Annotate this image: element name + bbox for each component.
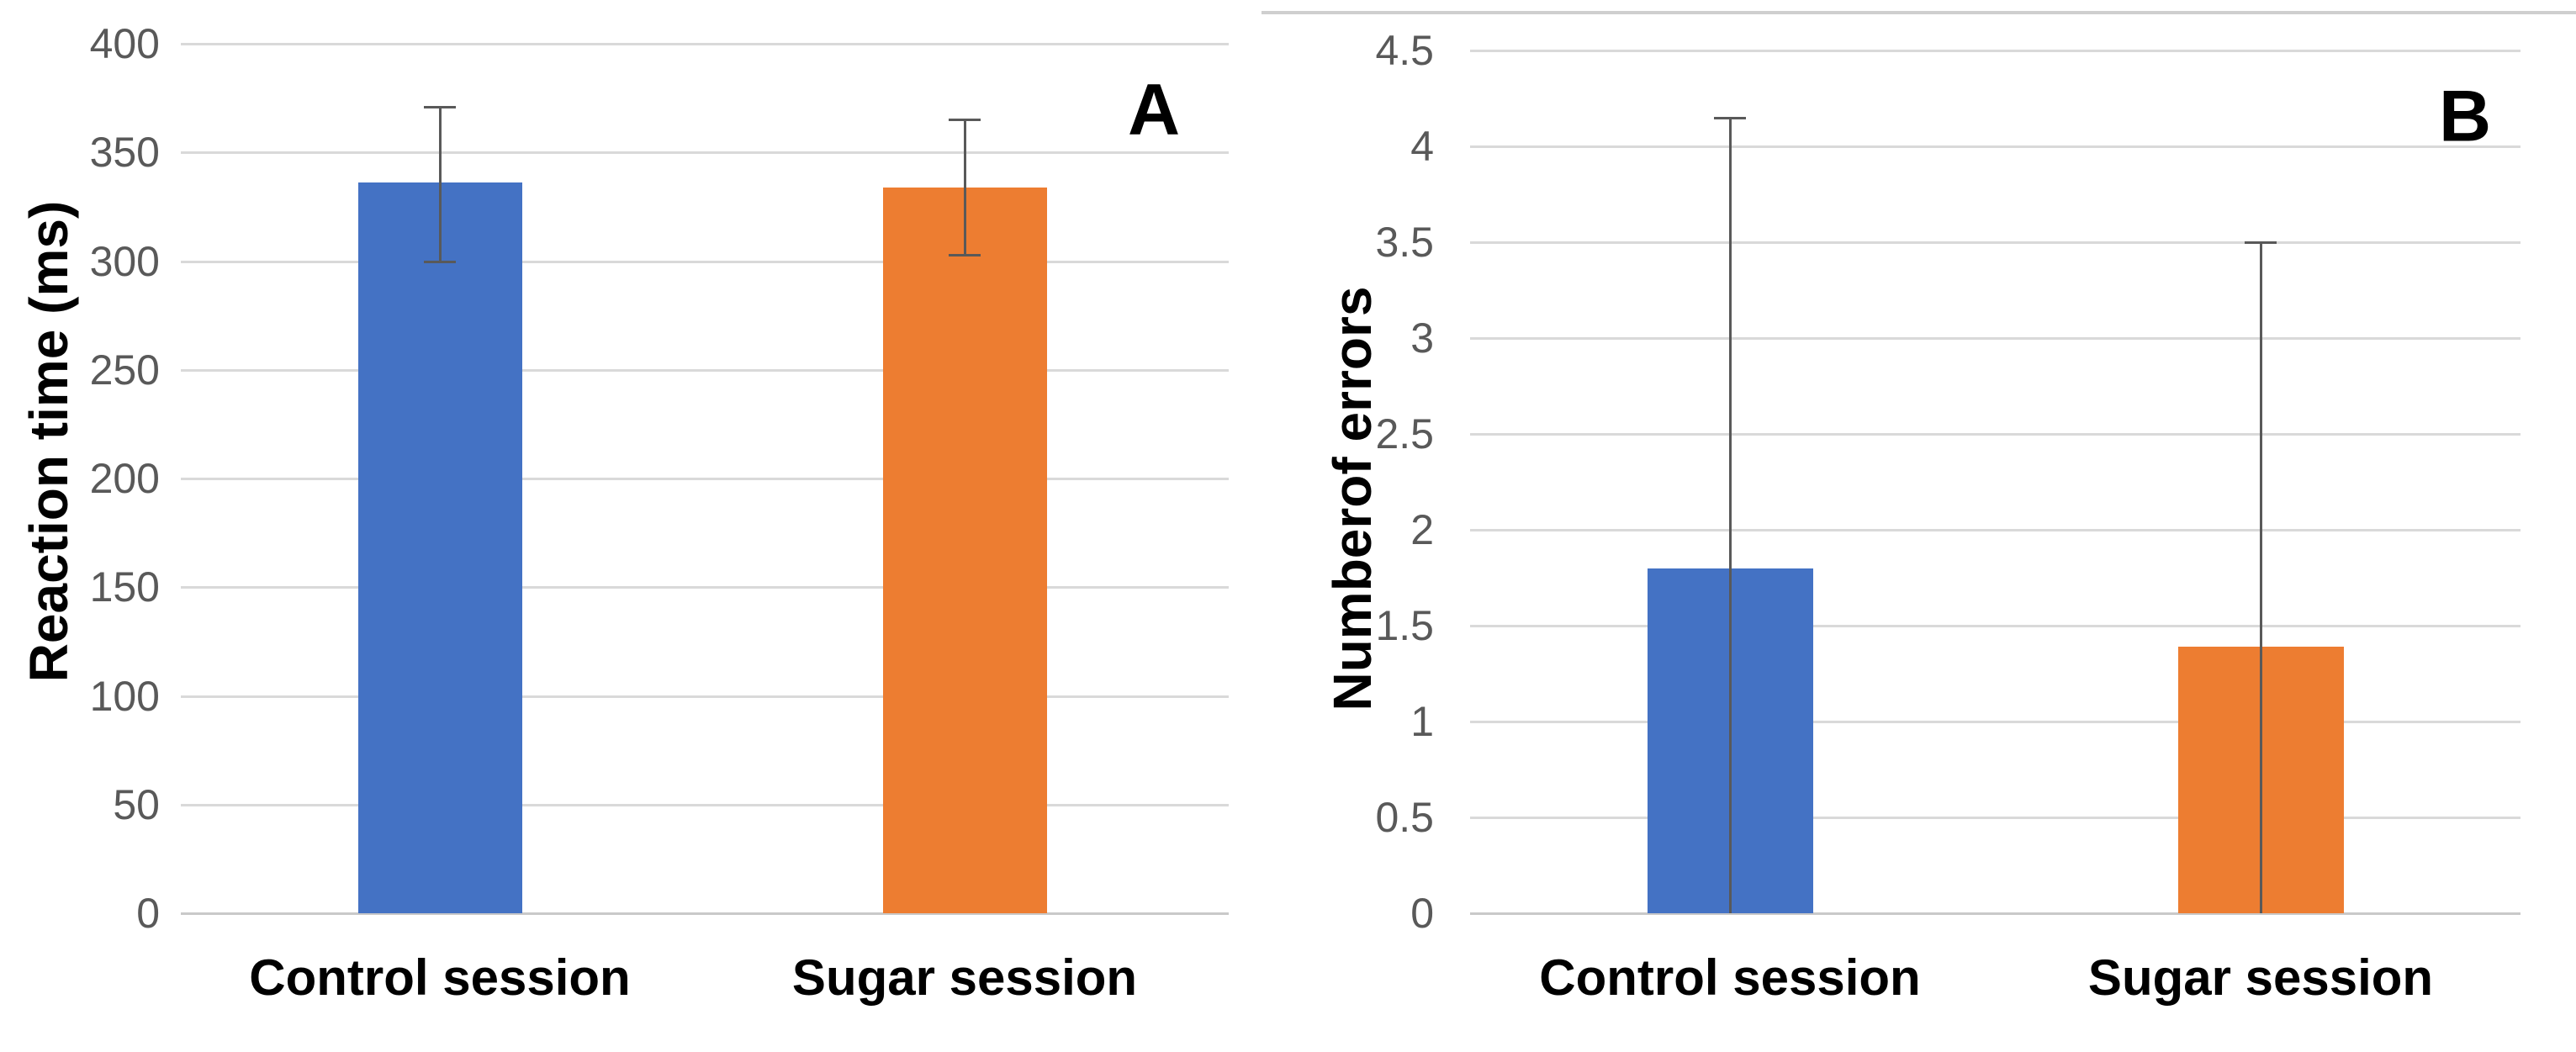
gridline-y-250: [181, 368, 1229, 372]
error-bar-cap-top: [1714, 116, 1746, 119]
gridline-y-200: [181, 478, 1229, 480]
y-tick-label: 400: [89, 20, 160, 67]
x-category-label: Control session: [1539, 949, 1921, 1006]
gridline-y-0: [181, 912, 1229, 915]
error-bar-cap-top: [949, 119, 981, 122]
gridline-y-400: [181, 43, 1229, 45]
error-bar-line: [1728, 117, 1732, 913]
y-tick-label: 4.5: [1375, 27, 1434, 74]
y-tick-label: 0.5: [1375, 794, 1434, 841]
gridline-y-2.5: [1470, 433, 2520, 436]
gridline-y-300: [181, 260, 1229, 263]
error-bar-cap-bottom: [424, 260, 456, 263]
y-tick-label: 4: [1410, 123, 1434, 170]
gridline-y-0: [1470, 912, 2520, 915]
error-bar-line: [438, 106, 442, 262]
gridline-y-4: [1470, 145, 2520, 148]
y-tick-label: 300: [89, 237, 160, 285]
bar-control-session: [357, 182, 522, 913]
x-category-label: Sugar session: [791, 949, 1138, 1006]
y-tick-label: 100: [89, 672, 160, 720]
gridline-y-350: [181, 151, 1229, 155]
y-tick-label: 2: [1410, 506, 1434, 553]
error-bar-line: [2259, 242, 2262, 913]
y-tick-label: 150: [89, 563, 160, 611]
error-bar-cap-top: [2245, 241, 2277, 244]
gridline-y-3: [1470, 337, 2520, 340]
gridline-y-50: [181, 803, 1229, 806]
gridline-y-100: [181, 695, 1229, 698]
gridline-y-4.5: [1470, 50, 2520, 52]
panel-b-top-border: [1262, 11, 2576, 14]
gridline-y-1: [1470, 721, 2520, 723]
y-tick-label: 250: [89, 346, 160, 394]
y-tick-label: 350: [89, 129, 160, 177]
gridline-y-3.5: [1470, 241, 2520, 244]
y-tick-label: 1: [1410, 698, 1434, 745]
y-tick-label: 0: [136, 890, 160, 937]
y-tick-label: 0: [1410, 890, 1434, 937]
panel-b-letter: B: [2438, 76, 2492, 157]
gridline-y-0.5: [1470, 817, 2520, 819]
error-bar-cap-top: [424, 105, 456, 108]
y-tick-label: 50: [113, 780, 160, 828]
y-tick-label: 2.5: [1375, 410, 1434, 457]
y-tick-label: 200: [89, 455, 160, 502]
bar-sugar-session: [882, 187, 1047, 913]
gridline-y-150: [181, 586, 1229, 589]
y-tick-label: 3: [1410, 315, 1434, 362]
x-category-label: Sugar session: [2087, 949, 2434, 1006]
y-tick-label: 1.5: [1375, 602, 1434, 649]
gridline-y-2: [1470, 529, 2520, 531]
error-bar-cap-bottom: [949, 253, 981, 256]
panel-a-letter: A: [1127, 69, 1181, 151]
y-tick-label: 3.5: [1375, 219, 1434, 266]
gridline-y-1.5: [1470, 625, 2520, 627]
error-bar-line: [963, 119, 966, 255]
x-category-label: Control session: [249, 949, 631, 1006]
